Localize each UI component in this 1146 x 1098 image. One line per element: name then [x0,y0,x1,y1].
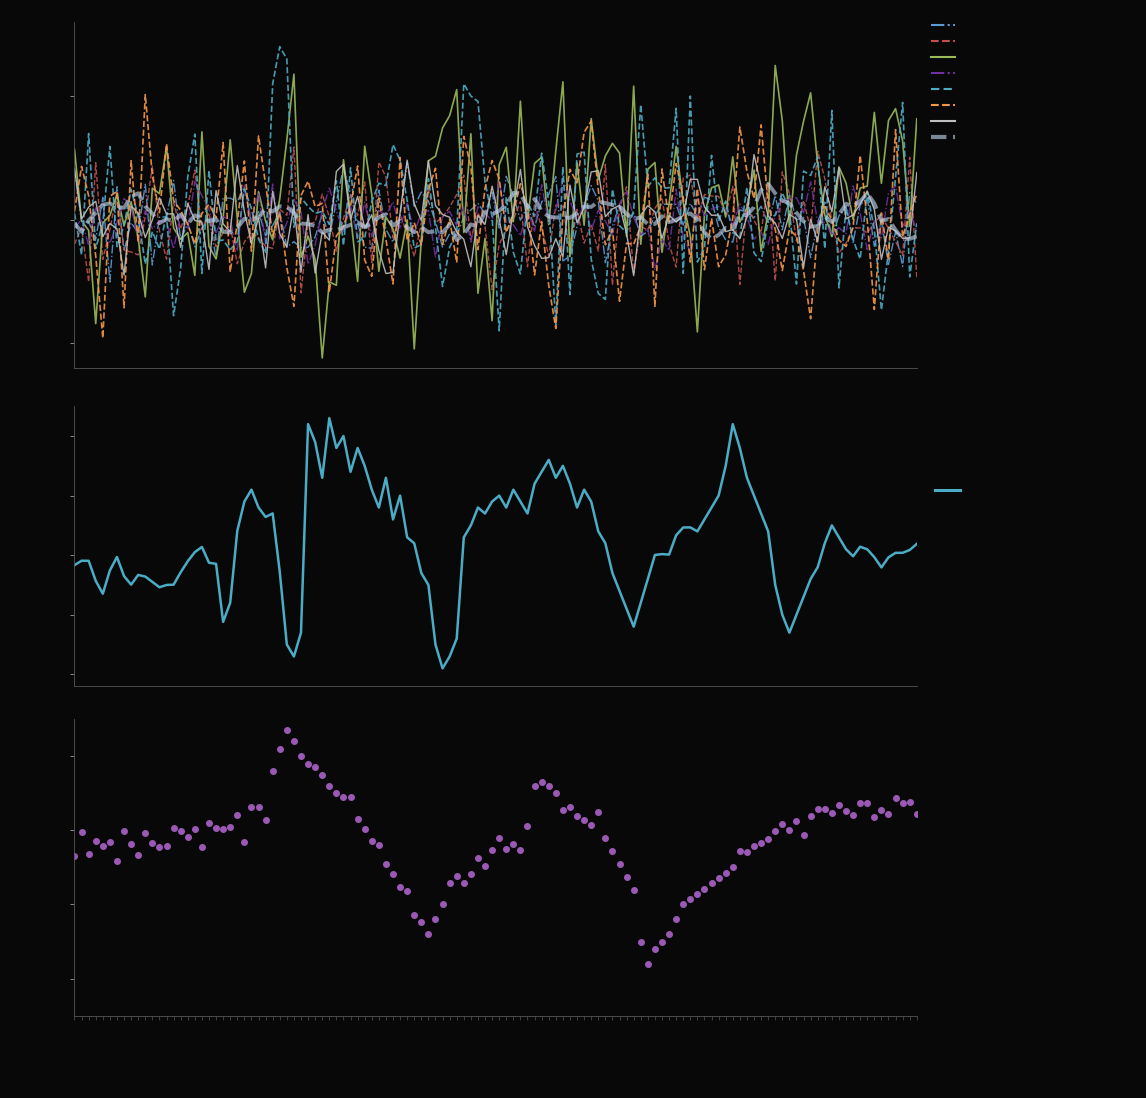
Legend: , , , , , , , : , , , , , , , [931,21,958,144]
Legend:  [931,482,973,501]
